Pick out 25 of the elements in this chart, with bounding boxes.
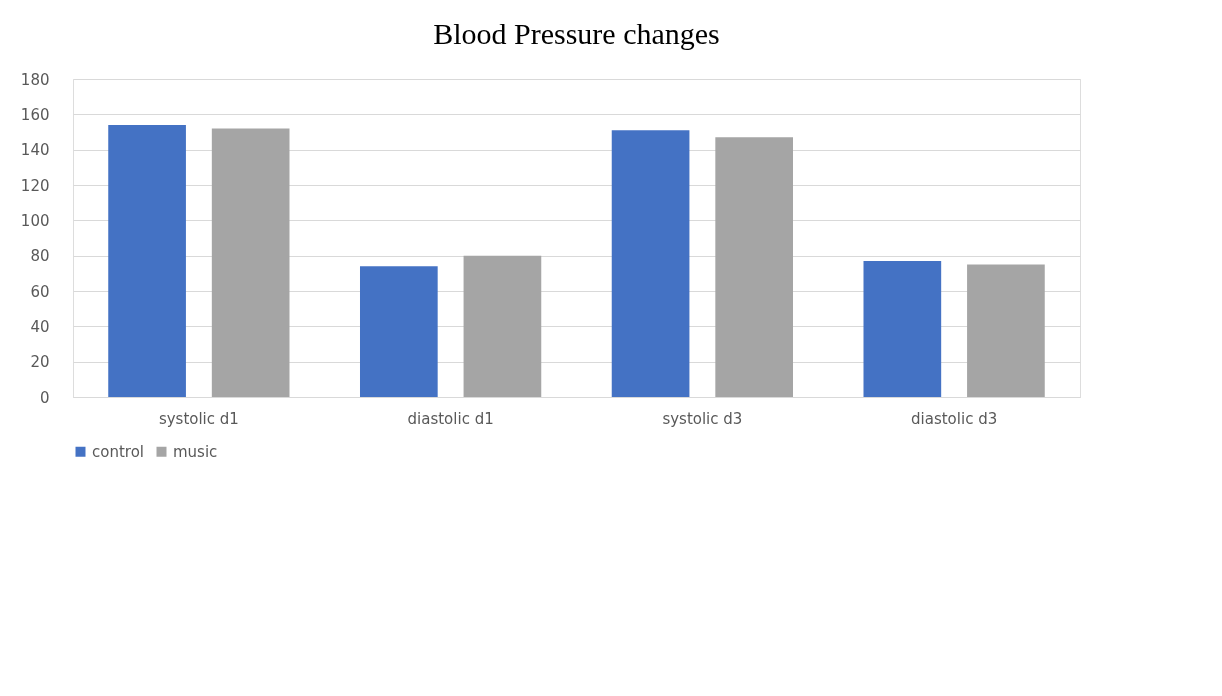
y-tick-label: 0 <box>39 388 50 407</box>
bar <box>108 124 186 397</box>
bar <box>967 264 1045 397</box>
legend-label: music <box>173 442 218 461</box>
bar <box>715 137 793 397</box>
y-tick-label: 140 <box>20 141 50 160</box>
y-tick-label: 160 <box>20 105 50 124</box>
y-tick-label: 60 <box>30 282 50 301</box>
y-tick-label: 20 <box>30 353 50 372</box>
bar <box>611 130 690 397</box>
bar <box>463 255 542 397</box>
x-tick-label: diastolic d3 <box>911 409 998 428</box>
y-tick-label: 100 <box>20 211 50 230</box>
x-tick-label: systolic d1 <box>158 409 239 428</box>
legend-label: control <box>92 442 144 461</box>
y-tick-label: 120 <box>20 176 50 195</box>
y-tick-label: 180 <box>20 70 50 89</box>
y-tick-label: 80 <box>30 247 50 266</box>
bar <box>863 260 942 397</box>
chart-title: Blood Pressure changes <box>433 17 720 50</box>
bar <box>211 128 290 397</box>
x-tick-label: diastolic d1 <box>407 409 494 428</box>
bar <box>360 266 438 397</box>
x-tick-label: systolic d3 <box>662 409 743 428</box>
y-tick-label: 40 <box>30 317 50 336</box>
